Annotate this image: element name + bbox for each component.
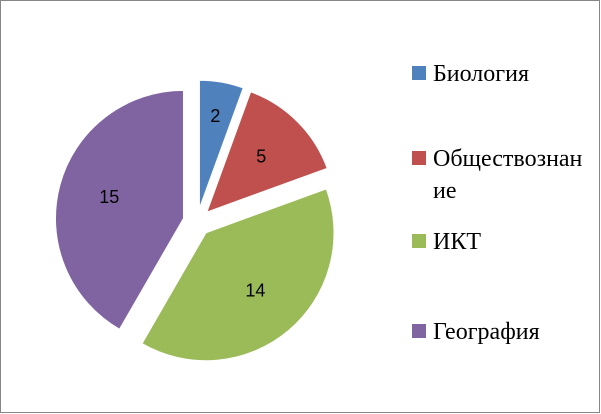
pie-slice	[55, 89, 184, 330]
legend-swatch	[412, 324, 426, 338]
legend-label: География	[433, 319, 540, 345]
pie-slice	[198, 79, 244, 209]
pie-slice	[206, 91, 328, 213]
pie-slice	[141, 188, 335, 362]
legend-label: Обществознание	[433, 146, 583, 204]
legend-swatch	[412, 234, 426, 248]
data-label: 14	[245, 280, 265, 300]
data-label: 15	[99, 187, 119, 207]
legend-swatch	[412, 66, 426, 80]
legend-swatch	[412, 151, 426, 165]
data-label: 5	[256, 147, 266, 167]
legend-label: Биология	[433, 61, 530, 87]
data-label: 2	[210, 106, 220, 126]
legend-label: ИКТ	[433, 229, 481, 255]
